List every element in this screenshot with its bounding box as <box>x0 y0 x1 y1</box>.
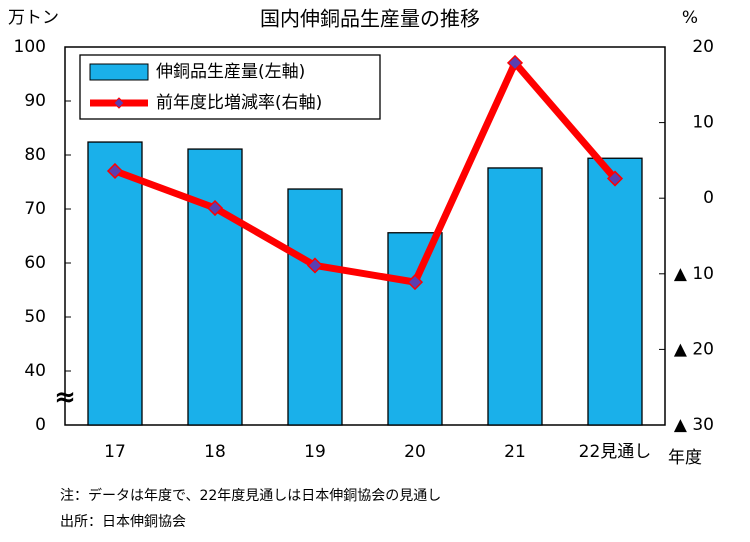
y2-tick-label: ▲ 20 <box>674 339 714 359</box>
x-axis-label: 年度 <box>668 448 702 468</box>
y-tick-label: 40 <box>24 361 46 381</box>
chart-title: 国内伸銅品生産量の推移 <box>260 7 480 31</box>
note: 注：データは年度で、22年度見通しは日本伸銅協会の見通し <box>60 487 441 504</box>
x-tick-label: 22見通し <box>579 442 652 462</box>
y-tick-label: 0 <box>35 415 46 435</box>
marker <box>606 170 624 187</box>
plot-frame <box>64 46 666 426</box>
x-tick-label: 21 <box>504 442 526 462</box>
bar <box>487 167 543 426</box>
x-tick-label: 17 <box>104 442 126 462</box>
x-tick-label: 20 <box>404 442 426 462</box>
legend-marker <box>113 97 125 109</box>
marker <box>106 162 124 180</box>
bar <box>187 148 243 426</box>
legend-label: 前年度比増減率(右軸) <box>156 93 322 113</box>
y-tick-label: 90 <box>24 91 46 111</box>
y2-axis-label: % <box>682 8 698 28</box>
x-tick-label: 18 <box>204 442 226 462</box>
marker <box>406 274 424 291</box>
marker <box>506 54 524 71</box>
bar <box>387 232 443 426</box>
legend-label: 伸銅品生産量(左軸) <box>156 62 305 82</box>
y2-tick-label: 10 <box>692 113 714 133</box>
y-tick-label: 100 <box>14 37 46 57</box>
y-tick-label: 80 <box>24 145 46 165</box>
marker <box>206 199 224 217</box>
marker <box>306 257 324 274</box>
bar <box>287 188 343 426</box>
bar <box>587 157 643 426</box>
legend-swatch <box>89 63 149 81</box>
y-tick-label: 60 <box>24 253 46 273</box>
y-tick-label: 50 <box>24 307 46 327</box>
axis-break: ≈ <box>54 383 76 413</box>
y2-tick-label: ▲ 10 <box>674 264 714 284</box>
line <box>113 59 618 286</box>
y2-tick-label: ▲ 30 <box>674 415 714 435</box>
y2-tick-label: 0 <box>703 188 714 208</box>
y-axis-label: 万トン <box>8 8 59 28</box>
source: 出所：日本伸銅協会 <box>60 514 186 530</box>
bar <box>87 141 143 426</box>
y2-tick-label: 20 <box>692 37 714 57</box>
y-tick-label: 70 <box>24 199 46 219</box>
x-tick-label: 19 <box>304 442 326 462</box>
